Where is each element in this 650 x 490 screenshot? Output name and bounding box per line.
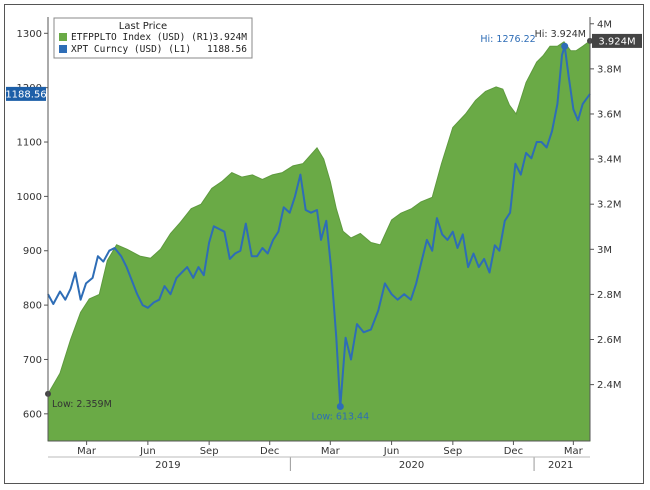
y-right-tick-label: 2.4M: [597, 380, 622, 391]
chart-frame: Low: 613.44 Hi: 1276.22 Low: 2.359M Hi: 3.9…: [4, 4, 644, 484]
legend-title: Last Price: [119, 21, 167, 32]
y-right-tick-label: 3M: [597, 245, 612, 256]
y-right-tick-label: 3.6M: [597, 109, 622, 120]
y-left-tick-label: 1300: [17, 29, 42, 40]
y-right-tick-label: 3.4M: [597, 155, 622, 166]
y-left-tick-label: 700: [23, 355, 42, 366]
legend-swatch: [59, 33, 67, 41]
legend-box: [53, 17, 253, 59]
xpt-line-series: [47, 45, 591, 408]
y-right-tick-label: 3.8M: [597, 64, 622, 75]
x-tick-label: Mar: [77, 446, 97, 457]
plot-layer: Low: 613.44 Hi: 1276.22 Low: 2.359M Hi: 3.9…: [45, 29, 593, 442]
y-right-tick-label: 3.2M: [597, 200, 622, 211]
x-tick-label: Sep: [443, 446, 462, 457]
x-year-label: 2019: [155, 460, 180, 471]
y-right-tick-label: 2.6M: [597, 335, 622, 346]
high-left-marker: [561, 42, 569, 50]
low-right-annotation: Low: 2.359M: [52, 399, 112, 410]
axes-layer: 60070080090010001100120013002.4M2.6M2.8M…: [5, 17, 642, 471]
y-right-tick-label: 2.8M: [597, 290, 622, 301]
high-left-annotation: Hi: 1276.22: [480, 34, 535, 45]
x-tick-label: Dec: [260, 446, 279, 457]
x-tick-label: Mar: [321, 446, 341, 457]
y-right-tick-label: 4M: [597, 19, 612, 30]
etfpplto-area-series: [47, 39, 591, 442]
price-chart: Low: 613.44 Hi: 1276.22 Low: 2.359M Hi: 3.9…: [5, 17, 642, 471]
legend-entry-name: ETFPPLTO Index (USD) (R1): [71, 32, 214, 43]
y-left-tick-label: 600: [23, 409, 42, 420]
y-left-tick-label: 1100: [17, 138, 42, 149]
left-last-price-badge: [6, 86, 46, 101]
y-left-tick-label: 900: [23, 246, 42, 257]
legend-entry-name: XPT Curncy (USD) (L1): [71, 44, 191, 55]
x-tick-label: Dec: [504, 446, 523, 457]
x-year-label: 2021: [548, 460, 573, 471]
x-tick-label: Jun: [139, 446, 156, 457]
right-last-price-text: 3.924M: [598, 36, 635, 47]
x-year-label: 2020: [399, 460, 424, 471]
x-tick-label: Jun: [383, 446, 400, 457]
y-left-tick-label: 800: [23, 301, 42, 312]
x-tick-label: Mar: [564, 446, 584, 457]
low-left-annotation: Low: 613.44: [311, 412, 369, 423]
low-left-marker: [336, 403, 344, 411]
x-tick-label: Sep: [200, 446, 219, 457]
legend-swatch: [59, 45, 67, 53]
left-last-price-text: 1188.56: [5, 89, 46, 100]
right-last-price-badge: [592, 33, 642, 48]
legend-entry-value: 3.924M: [213, 32, 248, 43]
legend-entry-value: 1188.56: [207, 44, 247, 55]
high-right-annotation: Hi: 3.924M: [535, 29, 586, 40]
y-left-tick-label: 1000: [17, 192, 42, 203]
